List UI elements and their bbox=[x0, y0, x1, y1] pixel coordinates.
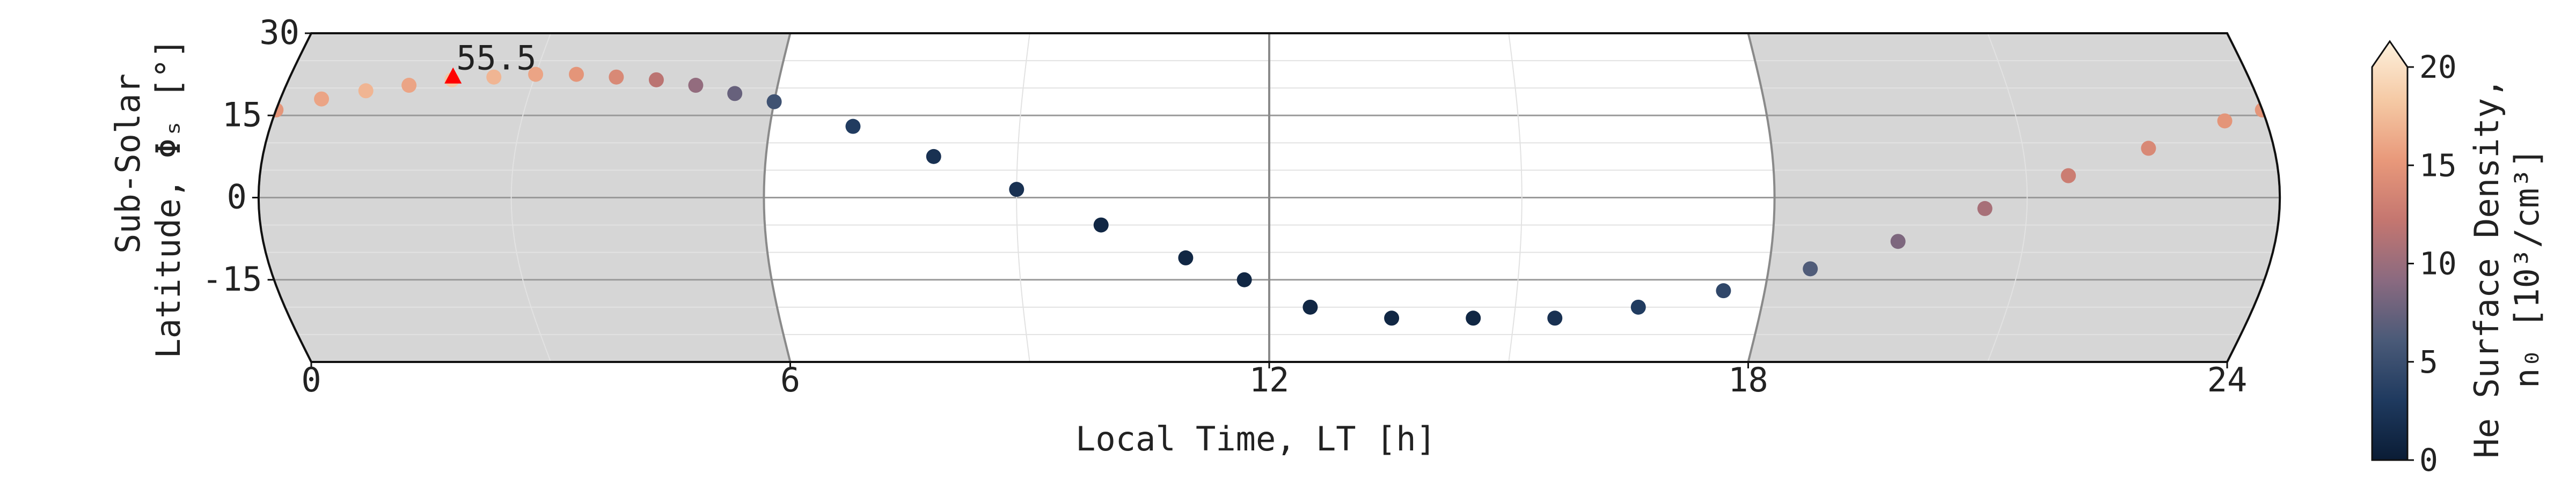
y-tick-label-1: 15 bbox=[222, 95, 262, 134]
scatter-point-0-28 bbox=[2061, 168, 2076, 183]
scatter-point-0-23 bbox=[1630, 299, 1646, 315]
y-tick-label-0: 30 bbox=[259, 13, 299, 52]
scatter-point-0-25 bbox=[1803, 261, 1818, 277]
colorbar: 0 5 10 15 20 He Surface Density, n₀ [10³/cm³… bbox=[2371, 40, 2546, 478]
peak-annotation: 55.5 bbox=[444, 39, 537, 84]
colorbar-tick-label-0: 0 bbox=[2419, 442, 2438, 478]
scatter-point-0-18 bbox=[1236, 272, 1252, 287]
grid-lt-6 bbox=[763, 33, 792, 362]
x-axis-label: Local Time, LT [h] bbox=[1075, 419, 1436, 458]
grid-lt-9 bbox=[1016, 33, 1030, 362]
scatter-point-0-13 bbox=[845, 119, 861, 134]
x-tick-label-0: 0 bbox=[301, 360, 321, 399]
peak-label: 55.5 bbox=[456, 39, 536, 78]
x-tick-label-3: 18 bbox=[1728, 360, 1768, 399]
y-axis-label-line2: Latitude, Φₛ [°] bbox=[149, 38, 188, 358]
peak-marker bbox=[444, 67, 462, 84]
y-axis-ticks: 30 15 0 -15 bbox=[202, 13, 311, 299]
scatter-point-0-27 bbox=[1977, 201, 1993, 216]
y-tick-label-2: 0 bbox=[226, 177, 246, 217]
scatter-point-0-29 bbox=[2141, 140, 2156, 156]
colorbar-tick-label-1: 5 bbox=[2419, 344, 2438, 380]
scatter-point-0-6 bbox=[528, 66, 544, 82]
scatter-point-0-7 bbox=[569, 66, 584, 82]
scatter-point-0-21 bbox=[1466, 310, 1481, 326]
colorbar-ticks: 0 5 10 15 20 bbox=[2407, 49, 2457, 478]
colorbar-tick-label-2: 10 bbox=[2419, 246, 2457, 282]
colorbar-label-line2: n₀ [10³/cm³] bbox=[2507, 148, 2546, 388]
colorbar-gradient bbox=[2371, 40, 2409, 461]
x-tick-label-1: 6 bbox=[780, 360, 800, 399]
scatter-marks bbox=[268, 66, 2270, 326]
scatter-point-0-22 bbox=[1547, 310, 1563, 326]
scatter-point-0-10 bbox=[688, 78, 704, 93]
grid-lt-3 bbox=[510, 33, 552, 362]
scatter-point-0-12 bbox=[766, 94, 782, 109]
scatter-point-0-3 bbox=[401, 78, 417, 93]
scatter-point-0-16 bbox=[1093, 217, 1109, 233]
x-tick-label-4: 24 bbox=[2207, 360, 2248, 399]
scatter-point-0-19 bbox=[1302, 299, 1318, 315]
colorbar-tick-label-4: 20 bbox=[2419, 49, 2457, 85]
scatter-point-0-5 bbox=[486, 69, 502, 85]
grid-lt-15 bbox=[1508, 33, 1523, 362]
grid-lt-18 bbox=[1747, 33, 1776, 362]
scatter-point-0-15 bbox=[1009, 182, 1024, 197]
scatter-point-0-8 bbox=[609, 69, 624, 85]
scatter-point-0-11 bbox=[727, 86, 743, 101]
colorbar-label-line1: He Surface Density, bbox=[2467, 78, 2506, 458]
colorbar-tick-label-3: 15 bbox=[2419, 147, 2457, 183]
scatter-point-0-30 bbox=[2217, 113, 2233, 129]
y-tick-label-3: -15 bbox=[202, 260, 262, 299]
scatter-point-0-14 bbox=[926, 149, 941, 164]
x-axis-ticks: 0 6 12 18 24 bbox=[301, 360, 2247, 399]
scatter-point-0-26 bbox=[1890, 234, 1906, 249]
scatter-point-0-9 bbox=[648, 72, 664, 87]
x-tick-label-2: 12 bbox=[1249, 360, 1290, 399]
grid-lt-21 bbox=[1987, 33, 2028, 362]
scatter-point-0-17 bbox=[1178, 250, 1194, 265]
scatter-point-0-24 bbox=[1716, 283, 1731, 299]
y-axis-label-line1: Sub-Solar bbox=[108, 73, 148, 254]
scatter-point-0-1 bbox=[314, 91, 330, 107]
scatter-point-0-20 bbox=[1384, 310, 1400, 326]
scatter-point-0-2 bbox=[358, 83, 374, 99]
